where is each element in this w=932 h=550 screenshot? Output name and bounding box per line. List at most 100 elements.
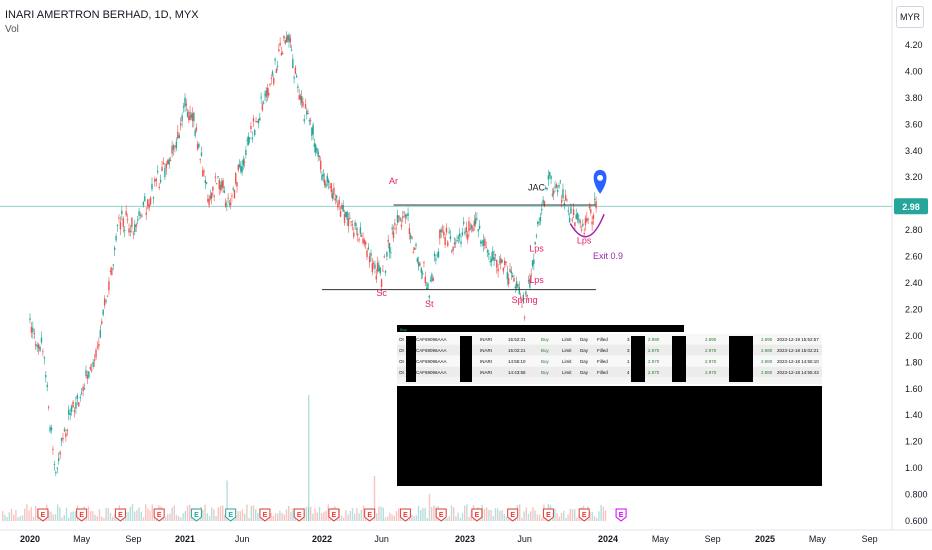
order-cell-sym: INARI bbox=[480, 359, 492, 364]
candle-body bbox=[226, 205, 228, 207]
order-cell-qty: 3 bbox=[627, 348, 630, 353]
order-cell-id: 64CAF69096AAA bbox=[411, 370, 447, 375]
volume-bar bbox=[600, 504, 602, 521]
candle-body bbox=[530, 274, 532, 277]
volume-bar bbox=[362, 505, 365, 521]
candle-body bbox=[165, 163, 168, 169]
order-cell-stamp: 2023-12-19 15:52:57 bbox=[777, 337, 819, 342]
candle-body bbox=[103, 298, 106, 306]
candle-body bbox=[518, 287, 520, 294]
volume-bar bbox=[68, 517, 70, 521]
volume-bar bbox=[589, 511, 591, 521]
candle-body bbox=[433, 253, 436, 257]
candle-body bbox=[105, 300, 107, 302]
volume-bar bbox=[318, 506, 321, 521]
earnings-marker-label: E bbox=[263, 512, 268, 519]
earnings-marker-label: E bbox=[228, 512, 233, 519]
volume-bar bbox=[461, 513, 464, 521]
order-cell-status: Filled bbox=[597, 337, 608, 342]
candle-body bbox=[586, 218, 588, 222]
volume-bar bbox=[554, 508, 556, 521]
volume-bar bbox=[532, 507, 534, 521]
volume-bar bbox=[602, 506, 604, 521]
candle-body bbox=[292, 58, 294, 69]
earnings-marker-label: E bbox=[194, 512, 199, 519]
redaction-block bbox=[460, 336, 472, 382]
candle-body bbox=[489, 260, 491, 262]
order-cell-sym: INARI bbox=[480, 337, 492, 342]
candle-body bbox=[99, 329, 102, 338]
order-cell-avg: 2.970 bbox=[705, 348, 717, 353]
candle-body bbox=[207, 198, 209, 202]
volume-bar bbox=[376, 513, 378, 521]
earnings-badge-icon bbox=[328, 508, 340, 522]
candle-body bbox=[72, 401, 74, 407]
candle-body bbox=[306, 110, 308, 115]
volume-bar bbox=[24, 508, 26, 521]
volume-bar bbox=[351, 508, 354, 521]
candle-body bbox=[109, 271, 112, 273]
candle-body bbox=[219, 184, 222, 190]
candle-body bbox=[542, 199, 544, 204]
candle-body bbox=[116, 224, 119, 226]
candle-body bbox=[256, 121, 259, 123]
time-tick-label: 2021 bbox=[175, 534, 195, 544]
candle-body bbox=[556, 190, 559, 192]
candle-body bbox=[384, 270, 387, 273]
candle-body bbox=[79, 396, 81, 399]
volume-bar bbox=[92, 511, 94, 521]
price-tick-label: 2.60 bbox=[905, 252, 923, 262]
candle-body bbox=[76, 395, 79, 399]
candle-body bbox=[560, 200, 563, 203]
candle-body bbox=[205, 182, 208, 184]
candle-body bbox=[383, 256, 385, 258]
candle-body bbox=[550, 175, 552, 180]
candle-body bbox=[473, 220, 475, 226]
price-tick-label: 1.00 bbox=[905, 463, 923, 473]
order-cell-price: 2.970 bbox=[648, 348, 660, 353]
candle-body bbox=[125, 211, 127, 216]
volume-bar bbox=[145, 504, 147, 521]
order-row bbox=[397, 334, 822, 344]
earnings-badge-icon bbox=[471, 508, 483, 522]
price-tick-label: 2.80 bbox=[905, 225, 923, 235]
price-tick-label: 0.800 bbox=[905, 490, 928, 500]
time-tick-label: May bbox=[652, 534, 670, 544]
candle-body bbox=[359, 227, 362, 234]
volume-bar bbox=[501, 510, 503, 521]
candle-body bbox=[510, 271, 513, 274]
candle-body bbox=[266, 87, 269, 96]
candle-body bbox=[566, 199, 568, 201]
candle-body bbox=[135, 224, 137, 227]
volume-bar bbox=[340, 515, 343, 521]
annotation-label: Lps bbox=[577, 235, 592, 245]
candle-body bbox=[345, 211, 347, 218]
volume-bar bbox=[270, 513, 272, 521]
candle-body bbox=[138, 211, 140, 216]
candle-body bbox=[371, 263, 374, 273]
volume-bar bbox=[189, 504, 191, 521]
volume-bar bbox=[222, 505, 224, 521]
candle-body bbox=[210, 192, 213, 199]
candle-body bbox=[231, 195, 233, 197]
location-marker-dot bbox=[597, 174, 604, 181]
currency-button[interactable]: MYR bbox=[896, 6, 924, 28]
candle-body bbox=[574, 222, 576, 227]
candle-body bbox=[415, 244, 417, 247]
candle-body bbox=[498, 261, 501, 263]
volume-bar bbox=[316, 512, 318, 521]
candle-body bbox=[188, 116, 190, 120]
volume-bar bbox=[569, 508, 571, 521]
candle-body bbox=[274, 58, 276, 61]
order-cell-stamp: 2023-12-18 14:55:43 bbox=[777, 370, 819, 375]
candle-body bbox=[482, 240, 485, 246]
candle-body bbox=[161, 166, 163, 172]
price-tick-label: 2.40 bbox=[905, 278, 923, 288]
volume-bar bbox=[310, 506, 312, 521]
volume-bar bbox=[96, 516, 98, 521]
volume-bar bbox=[356, 508, 358, 521]
candle-body bbox=[218, 179, 220, 190]
time-tick-label: May bbox=[73, 534, 91, 544]
earnings-badge-icon bbox=[578, 508, 590, 522]
